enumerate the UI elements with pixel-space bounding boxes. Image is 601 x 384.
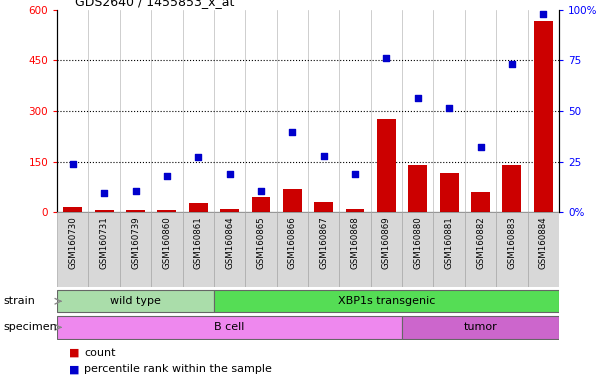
Text: GSM160864: GSM160864 (225, 216, 234, 269)
Bar (126, 210, 145, 212)
Point (444, 105, 454, 111)
Bar (496, 212, 528, 287)
Bar (183, 212, 214, 287)
Text: GSM160867: GSM160867 (319, 216, 328, 269)
Bar (214, 212, 245, 287)
Bar (528, 212, 559, 287)
Bar (534, 22, 553, 212)
Text: percentile rank within the sample: percentile rank within the sample (84, 364, 272, 374)
Bar (340, 212, 371, 287)
Bar (402, 212, 433, 287)
Bar (283, 189, 302, 212)
Bar (214, 290, 559, 313)
Bar (465, 212, 496, 287)
Point (99, 190, 109, 196)
Point (194, 154, 203, 161)
Bar (157, 210, 176, 212)
Bar (120, 212, 151, 287)
Point (413, 95, 423, 101)
Bar (57, 290, 214, 313)
Bar (95, 210, 114, 212)
Bar (314, 202, 333, 212)
Text: GSM160865: GSM160865 (257, 216, 266, 269)
Text: count: count (84, 348, 115, 358)
Bar (245, 212, 276, 287)
Text: GSM160730: GSM160730 (69, 216, 78, 269)
Point (476, 144, 486, 150)
Point (162, 173, 172, 179)
Bar (276, 212, 308, 287)
Point (225, 171, 234, 177)
Text: GSM160731: GSM160731 (100, 216, 109, 269)
Bar (57, 212, 88, 287)
Bar (502, 165, 521, 212)
Text: ■: ■ (69, 348, 79, 358)
Bar (402, 316, 559, 339)
Point (319, 152, 329, 159)
Bar (88, 212, 120, 287)
Text: GSM160882: GSM160882 (476, 216, 485, 269)
Text: GSM160860: GSM160860 (162, 216, 171, 269)
Text: GSM160884: GSM160884 (538, 216, 548, 269)
Text: GSM160861: GSM160861 (194, 216, 203, 269)
Text: strain: strain (3, 296, 35, 306)
Text: tumor: tumor (463, 322, 498, 333)
Text: XBP1s transgenic: XBP1s transgenic (338, 296, 435, 306)
Text: GSM160880: GSM160880 (413, 216, 423, 269)
Point (382, 55, 391, 61)
Bar (377, 119, 396, 212)
Bar (252, 197, 270, 212)
Text: ■: ■ (69, 364, 79, 374)
Text: GDS2640 / 1455853_x_at: GDS2640 / 1455853_x_at (75, 0, 234, 8)
Bar (408, 165, 427, 212)
Bar (308, 212, 340, 287)
Text: wild type: wild type (110, 296, 161, 306)
Text: GSM160883: GSM160883 (507, 216, 516, 269)
Point (130, 188, 140, 194)
Bar (371, 212, 402, 287)
Point (68, 161, 78, 167)
Text: B cell: B cell (215, 322, 245, 333)
Bar (346, 209, 364, 212)
Text: specimen: specimen (3, 322, 56, 333)
Bar (63, 207, 82, 212)
Bar (57, 316, 402, 339)
Text: GSM160881: GSM160881 (445, 216, 454, 269)
Bar (433, 212, 465, 287)
Point (350, 171, 360, 177)
Bar (471, 192, 490, 212)
Text: GSM160739: GSM160739 (131, 216, 140, 269)
Text: GSM160868: GSM160868 (350, 216, 359, 269)
Point (256, 188, 266, 194)
Point (287, 129, 297, 135)
Bar (151, 212, 183, 287)
Point (507, 61, 517, 68)
Bar (189, 203, 208, 212)
Text: GSM160866: GSM160866 (288, 216, 297, 269)
Point (538, 11, 548, 17)
Text: GSM160869: GSM160869 (382, 216, 391, 269)
Bar (440, 174, 459, 212)
Bar (220, 209, 239, 212)
